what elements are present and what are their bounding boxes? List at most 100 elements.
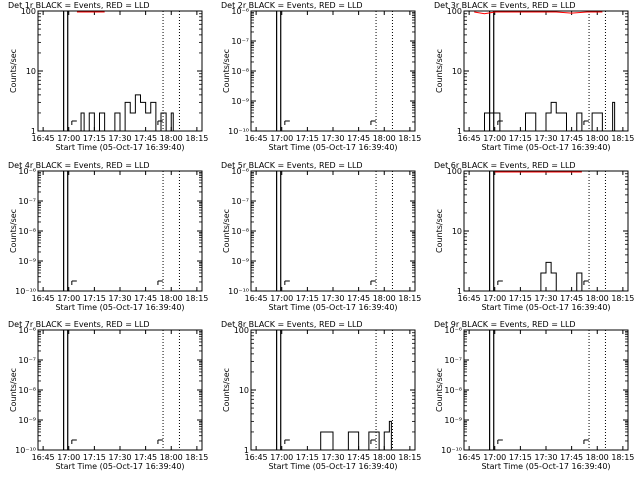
y-tick-label: 100 (21, 7, 36, 16)
bracket-mark (583, 280, 589, 285)
x-tick-label: 17:00 (57, 453, 80, 462)
y-tick-label: 100 (234, 326, 249, 335)
x-tick-label: 18:15 (398, 134, 421, 143)
events-series (286, 420, 392, 451)
y-tick-label: 10⁻¹⁰ (228, 287, 249, 296)
y-tick-label: 10⁻⁷ (18, 356, 36, 365)
y-axis-label: Counts/sec (9, 209, 18, 253)
y-axis-label: Counts/sec (435, 209, 444, 253)
x-axis-label: Start Time (05-Oct-17 16:39:40) (55, 143, 184, 152)
x-tick-label: 17:45 (134, 453, 157, 462)
events-series (530, 261, 584, 292)
bracket-mark (157, 280, 163, 285)
x-axis-label: Start Time (05-Oct-17 16:39:40) (268, 462, 397, 471)
panel-title: Det 9r BLACK = Events, RED = LLD (434, 320, 576, 329)
y-axis-label: Counts/sec (222, 209, 231, 253)
x-tick-label: 17:00 (57, 134, 80, 143)
x-tick-label: 17:15 (296, 134, 319, 143)
x-tick-label: 18:15 (611, 453, 634, 462)
y-tick-label: 10⁻⁸ (231, 67, 249, 76)
x-tick-label: 17:00 (57, 294, 80, 303)
bracket-mark (284, 280, 290, 285)
bracket-mark (370, 439, 376, 444)
x-axis-label: Start Time (05-Oct-17 16:39:40) (55, 303, 184, 312)
bracket-mark (497, 120, 503, 125)
y-tick-label: 10⁻⁹ (18, 416, 36, 425)
events-series (474, 101, 616, 132)
x-tick-label: 17:30 (534, 134, 557, 143)
panel-9: Det 9r BLACK = Events, RED = LLD 16:45 17:… (434, 320, 634, 471)
panel-title: Det 7r BLACK = Events, RED = LLD (8, 320, 150, 329)
x-tick-label: 17:15 (296, 294, 319, 303)
x-tick-label: 18:00 (160, 294, 183, 303)
x-tick-label: 17:30 (321, 453, 344, 462)
x-tick-label: 18:00 (373, 134, 396, 143)
x-tick-label: 17:45 (347, 134, 370, 143)
x-tick-label: 17:15 (509, 134, 532, 143)
plot-frame (463, 329, 629, 451)
y-tick-label: 10⁻⁷ (444, 356, 462, 365)
x-tick-label: 16:45 (32, 453, 55, 462)
y-tick-label: 10⁻⁶ (231, 7, 249, 16)
x-tick-label: 17:00 (483, 134, 506, 143)
x-tick-label: 16:45 (32, 294, 55, 303)
x-tick-label: 18:15 (611, 294, 634, 303)
x-tick-label: 17:15 (83, 134, 106, 143)
y-tick-label: 10⁻⁶ (18, 167, 36, 176)
bracket-mark (284, 439, 290, 444)
x-axis-label: Start Time (05-Oct-17 16:39:40) (481, 143, 610, 152)
y-tick-label: 10⁻¹⁰ (441, 446, 462, 455)
x-tick-label: 17:45 (560, 134, 583, 143)
x-tick-label: 17:45 (134, 134, 157, 143)
x-tick-label: 18:00 (586, 134, 609, 143)
y-tick-label: 100 (447, 167, 462, 176)
x-tick-label: 17:30 (534, 453, 557, 462)
x-tick-label: 17:15 (509, 453, 532, 462)
plot-frame (37, 170, 203, 292)
x-tick-label: 16:45 (458, 453, 481, 462)
x-tick-label: 18:00 (586, 453, 609, 462)
x-tick-label: 17:15 (296, 453, 319, 462)
y-tick-label: 10⁻¹⁰ (15, 287, 36, 296)
x-tick-label: 17:30 (321, 134, 344, 143)
x-axis-label: Start Time (05-Oct-17 16:39:40) (481, 303, 610, 312)
x-tick-label: 17:45 (134, 294, 157, 303)
x-tick-label: 18:15 (185, 134, 208, 143)
y-tick-label: 10 (239, 386, 249, 395)
x-tick-label: 18:15 (185, 294, 208, 303)
y-tick-label: 10⁻⁹ (231, 97, 249, 106)
plot-frame (250, 170, 416, 292)
y-tick-label: 10⁻¹⁰ (228, 127, 249, 136)
x-tick-label: 17:00 (270, 294, 293, 303)
x-tick-label: 17:45 (347, 294, 370, 303)
x-tick-label: 17:15 (83, 294, 106, 303)
y-tick-label: 1 (457, 287, 462, 296)
x-tick-label: 17:00 (270, 134, 293, 143)
panel-title: Det 1r BLACK = Events, RED = LLD (8, 1, 150, 10)
y-tick-label: 10⁻¹⁰ (15, 446, 36, 455)
x-tick-label: 17:00 (483, 294, 506, 303)
x-axis-label: Start Time (05-Oct-17 16:39:40) (268, 303, 397, 312)
x-tick-label: 18:00 (160, 134, 183, 143)
x-tick-label: 18:00 (373, 294, 396, 303)
bracket-mark (157, 120, 163, 125)
panel-title: Det 5r BLACK = Events, RED = LLD (221, 161, 363, 170)
y-tick-label: 10⁻⁹ (231, 257, 249, 266)
bracket-mark (497, 439, 503, 444)
plot-frame (250, 10, 416, 132)
x-tick-label: 16:45 (32, 134, 55, 143)
x-tick-label: 16:45 (245, 453, 268, 462)
x-tick-label: 18:00 (160, 453, 183, 462)
x-tick-label: 18:15 (398, 453, 421, 462)
x-tick-label: 18:15 (611, 134, 634, 143)
x-tick-label: 17:45 (347, 453, 370, 462)
x-tick-label: 16:45 (245, 134, 268, 143)
x-tick-label: 17:45 (560, 453, 583, 462)
y-axis-label: Counts/sec (435, 49, 444, 93)
x-tick-label: 17:30 (321, 294, 344, 303)
bracket-mark (157, 439, 163, 444)
x-tick-label: 17:45 (560, 294, 583, 303)
